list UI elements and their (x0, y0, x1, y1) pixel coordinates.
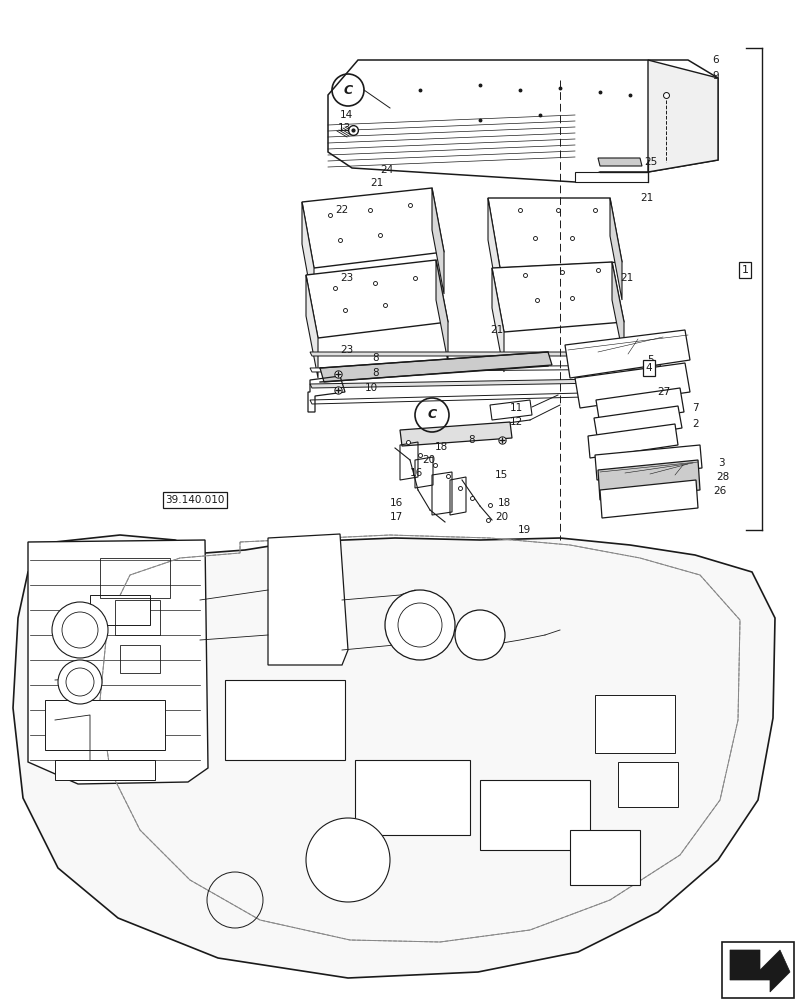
Text: 20: 20 (422, 455, 435, 465)
Polygon shape (609, 198, 621, 300)
Text: 23: 23 (340, 345, 353, 355)
Polygon shape (599, 480, 697, 518)
Text: 19: 19 (517, 525, 530, 535)
Text: 9: 9 (711, 71, 718, 81)
Text: 14: 14 (340, 110, 353, 120)
Polygon shape (491, 268, 504, 372)
Polygon shape (400, 422, 512, 446)
Text: 21: 21 (370, 178, 383, 188)
Polygon shape (611, 262, 623, 360)
Text: 21: 21 (489, 325, 503, 335)
Circle shape (384, 590, 454, 660)
Text: 7: 7 (691, 403, 697, 413)
Text: 22: 22 (335, 205, 348, 215)
Polygon shape (302, 202, 314, 310)
Text: 20: 20 (495, 512, 508, 522)
Bar (100, 558, 169, 598)
Polygon shape (436, 260, 448, 362)
Polygon shape (268, 534, 348, 665)
Bar (225, 680, 345, 760)
Polygon shape (306, 260, 448, 338)
Bar (45, 700, 165, 750)
Polygon shape (310, 365, 661, 372)
Text: 16: 16 (410, 468, 423, 478)
Polygon shape (310, 378, 661, 388)
Text: 17: 17 (389, 512, 403, 522)
Text: 26: 26 (712, 486, 725, 496)
Text: 16: 16 (389, 498, 403, 508)
Polygon shape (28, 540, 208, 784)
Text: 2: 2 (691, 419, 697, 429)
Text: 21: 21 (620, 273, 633, 283)
Bar (55, 760, 155, 780)
Bar (721, 942, 793, 998)
Text: 12: 12 (509, 417, 522, 427)
Text: 3: 3 (717, 458, 723, 468)
Polygon shape (594, 406, 681, 442)
Polygon shape (729, 950, 789, 992)
Polygon shape (328, 60, 717, 182)
Circle shape (58, 660, 102, 704)
Text: 24: 24 (380, 165, 393, 175)
Polygon shape (597, 460, 699, 500)
Bar (569, 830, 639, 885)
Polygon shape (310, 391, 661, 404)
Text: 8: 8 (467, 435, 474, 445)
Polygon shape (306, 275, 318, 378)
Polygon shape (487, 198, 621, 268)
Text: 28: 28 (715, 472, 728, 482)
Bar (617, 762, 677, 807)
Text: 25: 25 (643, 157, 656, 167)
Bar (90, 595, 150, 625)
Circle shape (52, 602, 108, 658)
Text: 15: 15 (495, 470, 508, 480)
Polygon shape (302, 188, 444, 268)
Text: 8: 8 (371, 353, 378, 363)
Bar (354, 760, 470, 835)
Polygon shape (647, 60, 717, 172)
Text: 5: 5 (646, 355, 653, 365)
Circle shape (454, 610, 504, 660)
Text: 18: 18 (435, 442, 448, 452)
Polygon shape (594, 445, 702, 480)
Text: 11: 11 (509, 403, 522, 413)
Polygon shape (310, 352, 661, 356)
Polygon shape (574, 172, 647, 182)
Text: 10: 10 (365, 383, 378, 393)
Text: 39.140.010: 39.140.010 (165, 495, 225, 505)
Text: 8: 8 (371, 368, 378, 378)
Bar (115, 600, 160, 635)
Polygon shape (587, 424, 677, 458)
Bar (594, 695, 674, 753)
Polygon shape (574, 363, 689, 408)
Polygon shape (431, 188, 444, 294)
Polygon shape (491, 262, 623, 332)
Bar (479, 780, 590, 850)
Text: 6: 6 (711, 55, 718, 65)
Polygon shape (564, 330, 689, 378)
Polygon shape (487, 198, 500, 310)
Text: C: C (343, 84, 352, 97)
Text: 1: 1 (740, 265, 748, 275)
Text: 23: 23 (340, 273, 353, 283)
Text: 27: 27 (656, 387, 669, 397)
Bar (120, 645, 160, 673)
Text: 18: 18 (497, 498, 511, 508)
Text: 4: 4 (645, 363, 651, 373)
Text: 21: 21 (639, 193, 652, 203)
Text: C: C (427, 408, 436, 422)
Polygon shape (597, 158, 642, 166)
Circle shape (306, 818, 389, 902)
Text: 13: 13 (337, 123, 351, 133)
Polygon shape (595, 388, 683, 425)
Polygon shape (320, 352, 551, 382)
Polygon shape (13, 535, 774, 978)
